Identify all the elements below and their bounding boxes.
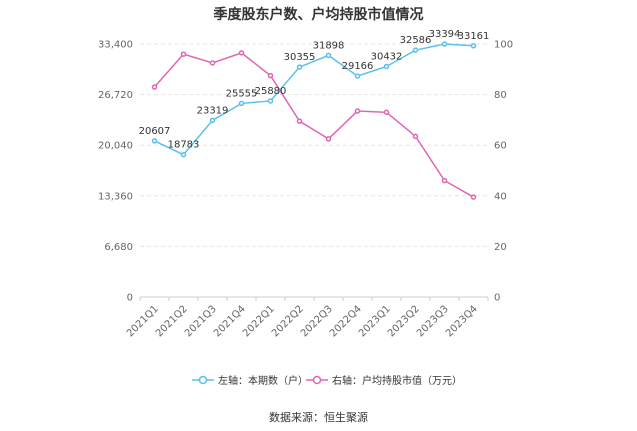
legend-line-pink-icon (306, 375, 328, 384)
right-axis-tick-label: 40 (494, 191, 507, 202)
data-label: 31898 (313, 40, 345, 51)
data-point-left (470, 43, 477, 49)
series-line-right (153, 52, 474, 198)
data-point-left (412, 47, 419, 53)
data-point-right (470, 194, 477, 200)
data-label: 32586 (400, 35, 432, 46)
data-label: 29166 (342, 61, 374, 72)
data-point-left (238, 100, 245, 107)
data-point-left (383, 63, 390, 70)
data-point-right (296, 118, 303, 124)
data-point-right (325, 136, 332, 142)
legend-label-right: 右轴：户均持股市值（万元） (332, 376, 462, 387)
legend-line-blue-icon (192, 375, 214, 384)
right-axis-tick-label: 0 (494, 293, 500, 304)
data-point-left (209, 117, 216, 124)
data-label: 18783 (168, 140, 200, 151)
left-axis-tick-label: 20,040 (98, 141, 133, 152)
left-axis-tick-label: 13,360 (98, 191, 133, 202)
data-point-left (325, 52, 332, 59)
data-point-left (180, 151, 187, 158)
left-axis-tick-label: 26,720 (98, 90, 133, 101)
series-line-left (154, 43, 474, 156)
data-point-right (412, 133, 419, 140)
data-label: 33394 (429, 29, 461, 40)
data-point-left (441, 41, 448, 47)
data-source: 数据来源：恒生聚源 (269, 411, 368, 424)
data-point-left (151, 138, 158, 144)
data-label: 25880 (255, 86, 287, 97)
legend-item-right[interactable]: 右轴：户均持股市值（万元） (306, 372, 462, 387)
data-point-left (354, 73, 361, 79)
data-label: 25555 (226, 88, 258, 99)
data-point-right (441, 177, 448, 184)
data-point-left (296, 64, 303, 70)
left-axis-tick-label: 6,680 (104, 242, 133, 253)
data-label: 30432 (371, 51, 403, 62)
right-axis-tick-label: 80 (494, 90, 507, 101)
legend-label-left: 左轴：本期数（户） (218, 376, 308, 387)
right-axis-tick-label: 60 (494, 141, 507, 152)
data-label: 33161 (458, 31, 490, 42)
data-point-right (180, 51, 187, 57)
x-tick-label: 2023Q4 (444, 304, 480, 340)
data-point-right (267, 72, 274, 79)
data-label: 30355 (284, 52, 316, 63)
data-point-right (151, 84, 158, 90)
data-label: 23319 (197, 105, 229, 116)
chart-title: 季度股东户数、户均持股市值情况 (213, 7, 424, 23)
data-point-right (354, 108, 361, 114)
left-axis-tick-label: 0 (127, 293, 133, 304)
data-label: 20607 (139, 126, 171, 137)
data-point-right (209, 60, 216, 66)
data-point-right (238, 50, 245, 56)
right-axis-tick-label: 20 (494, 242, 507, 253)
left-axis-tick-label: 33,400 (98, 40, 133, 51)
right-axis-tick-label: 100 (494, 40, 513, 51)
data-point-left (267, 98, 274, 104)
data-point-right (383, 109, 390, 116)
legend-item-left[interactable]: 左轴：本期数（户） (192, 372, 308, 387)
